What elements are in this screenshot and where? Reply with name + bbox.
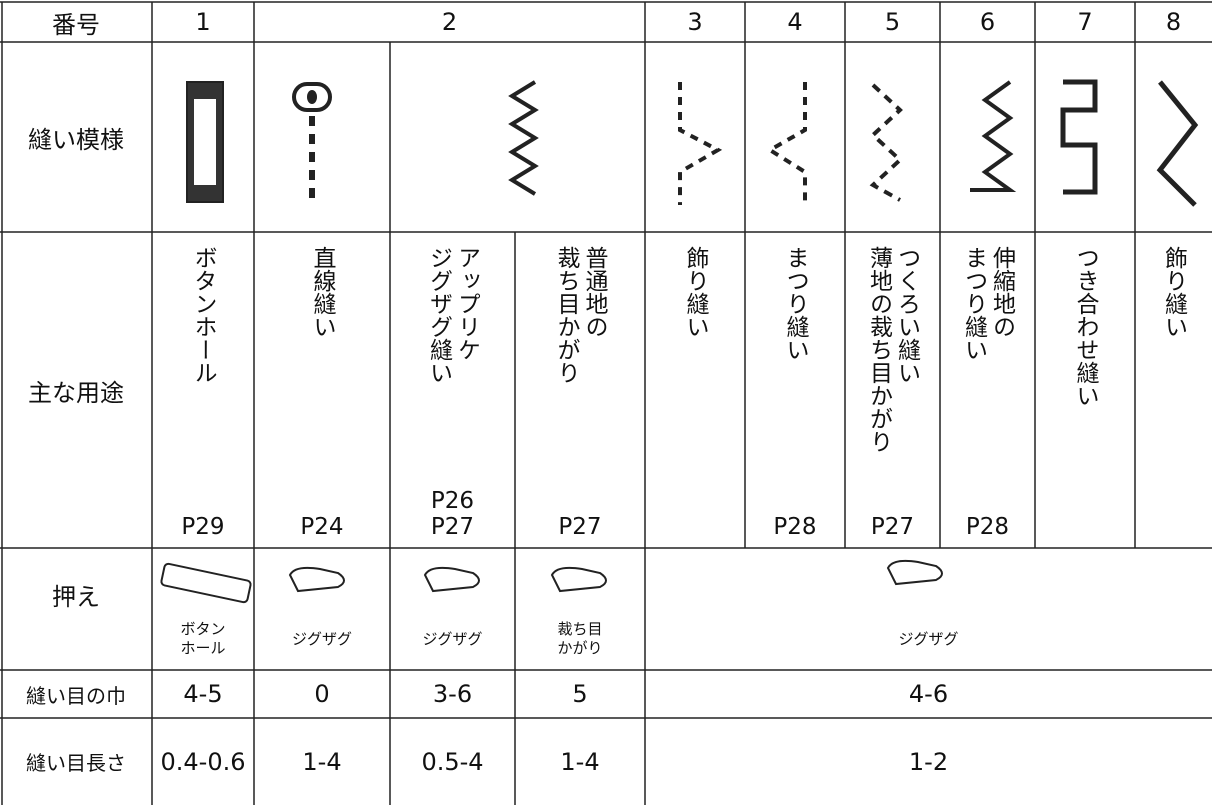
use-line: 飾り縫い	[682, 246, 708, 338]
row-label: 主な用途	[28, 378, 124, 407]
page-number: P28	[773, 514, 817, 540]
stitch-length: 1-4	[302, 747, 342, 776]
foot-name: ボタン ホール	[152, 610, 254, 668]
page-ref: P26 P27	[390, 470, 515, 540]
stitch-number: 1	[195, 8, 211, 36]
foot-line: ジグザグ	[898, 629, 959, 648]
use-text: つき合わせ縫い	[1035, 246, 1135, 480]
foot-line: かがり	[557, 639, 603, 657]
row-label: 縫い目長さ	[26, 751, 126, 775]
use-text: つくろい縫い 薄地の裁ち目かがり	[845, 246, 940, 480]
use-line: 直線縫い	[309, 246, 335, 338]
stitch-width: 5	[572, 680, 588, 708]
stitch-number: 3	[687, 8, 703, 36]
page-number: P26	[430, 488, 475, 514]
page-number: P29	[181, 514, 225, 540]
header-label: 番号	[52, 10, 100, 39]
row-label: 押え	[52, 582, 100, 611]
foot-line: 裁ち目	[557, 620, 603, 638]
use-line: 普通地の	[581, 246, 607, 338]
use-line: 薄地の裁ち目かがり	[865, 246, 892, 453]
stitch-width: 4-5	[183, 680, 223, 708]
stitch-length: 1-2	[908, 747, 949, 776]
use-text: 飾り縫い	[1135, 246, 1212, 480]
foot-line: ジグザグ	[291, 629, 352, 648]
use-text: 普通地の 裁ち目かがり	[515, 246, 645, 480]
use-line: まつり縫い	[782, 246, 808, 361]
page-ref: P27	[515, 470, 645, 540]
stitch-number: 7	[1077, 8, 1093, 36]
use-line: ボタンホール	[190, 246, 216, 384]
stitch-number: 6	[979, 8, 996, 36]
stitch-length: 1-4	[560, 747, 600, 776]
page-ref: P28	[745, 470, 845, 540]
use-line: まつり縫い	[960, 246, 987, 361]
page-ref	[1135, 470, 1212, 540]
use-line: 伸縮地の	[988, 246, 1015, 338]
stitch-length: 0.5-4	[421, 747, 484, 776]
foot-line: ボタン	[180, 620, 226, 638]
page-number: P24	[300, 514, 344, 540]
page-ref: P28	[940, 470, 1035, 540]
use-text: ボタンホール	[152, 246, 254, 480]
stitch-width: 4-6	[908, 680, 949, 708]
foot-name: ジグザグ	[254, 610, 390, 668]
stitch-width: 0	[314, 680, 330, 708]
use-line: 裁ち目かがり	[553, 246, 579, 384]
stitch-number: 2	[441, 8, 458, 36]
foot-line: ホール	[180, 639, 226, 657]
row-label: 縫い目の巾	[26, 683, 126, 708]
stitch-number: 5	[884, 8, 901, 36]
stitch-number: 4	[787, 8, 803, 36]
use-line: 飾り縫い	[1160, 246, 1187, 338]
page-ref	[1035, 470, 1135, 540]
use-line: アップリケ	[453, 246, 480, 361]
page-number: P27	[870, 514, 915, 540]
foot-name: ジグザグ	[645, 610, 1212, 668]
page-ref: P29	[152, 470, 254, 540]
stitch-length: 0.4-0.6	[160, 747, 246, 776]
presser-foot-icons	[160, 559, 943, 604]
row-label: 縫い模様	[28, 125, 124, 154]
use-text: まつり縫い	[745, 246, 845, 480]
page-ref: P27	[845, 470, 940, 540]
use-text: 飾り縫い	[645, 246, 745, 480]
use-text: 伸縮地の まつり縫い	[940, 246, 1035, 480]
use-text: アップリケ ジグザグ縫い	[390, 246, 515, 480]
use-line: ジグザグ縫い	[425, 246, 452, 384]
stitch-icons	[186, 79, 1199, 207]
stitch-width: 3-6	[432, 680, 473, 708]
page-number: P27	[430, 514, 475, 540]
use-line: つくろい縫い	[893, 246, 920, 384]
use-text: 直線縫い	[254, 246, 390, 480]
page-ref: P24	[254, 470, 390, 540]
page-number: P27	[558, 514, 602, 540]
foot-name: 裁ち目 かがり	[515, 610, 645, 668]
foot-line: ジグザグ	[422, 629, 483, 648]
use-line: つき合わせ縫い	[1072, 246, 1098, 407]
page-ref	[645, 470, 745, 540]
page-number: P28	[965, 514, 1010, 540]
stitch-number: 8	[1165, 8, 1182, 36]
foot-name: ジグザグ	[390, 610, 515, 668]
